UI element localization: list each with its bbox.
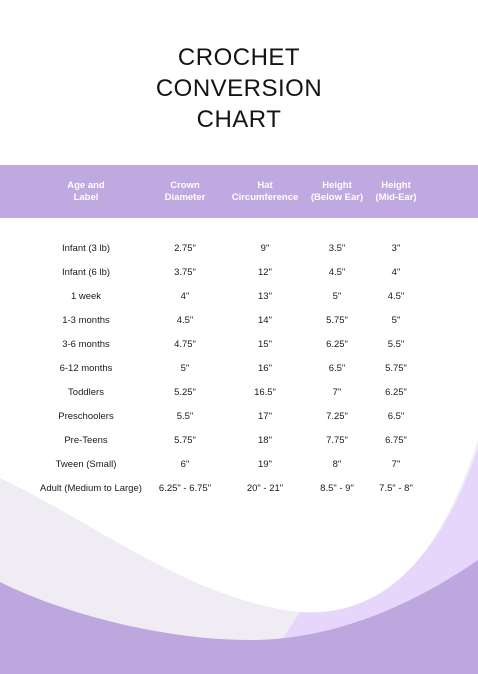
table-row: 3-6 months 4.75" 15" 6.25" 5.5"	[0, 333, 478, 357]
cell-crown-diameter: 5.75"	[174, 435, 196, 446]
cell-height-below-ear: 3.5"	[328, 243, 346, 254]
title-line: CONVERSION	[155, 75, 323, 102]
table-row: Infant (6 lb) 3.75" 12" 4.5" 4"	[0, 261, 478, 285]
cell-age-label: 6-12 months	[59, 363, 113, 374]
cell-height-mid-ear: 4.5"	[387, 291, 405, 302]
cell-hat-circumference: 9"	[260, 243, 270, 254]
cell-crown-diameter: 6.25" - 6.75"	[158, 483, 212, 494]
wave-purple	[0, 560, 478, 674]
cell-height-mid-ear: 5.5"	[387, 339, 405, 350]
cell-hat-circumference: 17"	[258, 411, 272, 422]
cell-crown-diameter: 5.5"	[176, 411, 194, 422]
cell-age-label: Infant (3 lb)	[61, 243, 111, 254]
page-title: CROCHET CONVERSION CHART	[0, 42, 478, 135]
cell-height-mid-ear: 6.75"	[385, 435, 407, 446]
cell-crown-diameter: 3.75"	[174, 267, 196, 278]
cell-crown-diameter: 4"	[180, 291, 190, 302]
header-crown-diameter: Crown Diameter	[164, 179, 206, 203]
header-height-below-ear: Height (Below Ear)	[310, 179, 364, 203]
cell-age-label: 1-3 months	[62, 315, 110, 326]
cell-age-label: Preschoolers	[58, 411, 114, 422]
cell-height-below-ear: 6.5"	[328, 363, 346, 374]
cell-crown-diameter: 4.75"	[174, 339, 196, 350]
table-header: Age and Label Crown Diameter Hat Circumf…	[0, 165, 478, 218]
title-line: CROCHET	[177, 44, 301, 71]
cell-hat-circumference: 12"	[258, 267, 272, 278]
cell-height-mid-ear: 7"	[391, 459, 401, 470]
cell-height-below-ear: 6.25"	[326, 339, 348, 350]
cell-height-mid-ear: 6.25"	[385, 387, 407, 398]
table-row: Adult (Medium to Large) 6.25" - 6.75" 20" …	[0, 477, 478, 501]
header-hat-circumference: Hat Circumference	[231, 179, 299, 203]
cell-hat-circumference: 16.5"	[254, 387, 276, 398]
cell-age-label: Infant (6 lb)	[61, 267, 111, 278]
cell-hat-circumference: 13"	[258, 291, 272, 302]
cell-height-mid-ear: 5.75"	[385, 363, 407, 374]
cell-hat-circumference: 14"	[258, 315, 272, 326]
cell-age-label: 1 week	[70, 291, 102, 302]
cell-crown-diameter: 4.5"	[176, 315, 194, 326]
cell-height-below-ear: 7"	[332, 387, 342, 398]
cell-height-below-ear: 5"	[332, 291, 342, 302]
table-row: Tween (Small) 6" 19" 8" 7"	[0, 453, 478, 477]
table-row: 1 week 4" 13" 5" 4.5"	[0, 285, 478, 309]
table-row: Preschoolers 5.5" 17" 7.25" 6.5"	[0, 405, 478, 429]
cell-height-mid-ear: 3"	[391, 243, 401, 254]
cell-hat-circumference: 20" - 21"	[246, 483, 284, 494]
cell-hat-circumference: 15"	[258, 339, 272, 350]
table-row: Pre-Teens 5.75" 18" 7.75" 6.75"	[0, 429, 478, 453]
cell-hat-circumference: 16"	[258, 363, 272, 374]
cell-height-below-ear: 5.75"	[326, 315, 348, 326]
cell-height-below-ear: 8.5" - 9"	[320, 483, 354, 494]
cell-height-below-ear: 4.5"	[328, 267, 346, 278]
header-height-mid-ear: Height (Mid-Ear)	[375, 179, 417, 203]
cell-height-below-ear: 7.25"	[326, 411, 348, 422]
cell-age-label: Adult (Medium to Large)	[40, 483, 142, 494]
cell-crown-diameter: 6"	[180, 459, 190, 470]
table-row: 6-12 months 5" 16" 6.5" 5.75"	[0, 357, 478, 381]
cell-height-mid-ear: 5"	[391, 315, 401, 326]
cell-age-label: Toddlers	[68, 387, 104, 398]
cell-age-label: Pre-Teens	[64, 435, 108, 446]
cell-age-label: 3-6 months	[62, 339, 110, 350]
cell-height-mid-ear: 7.5" - 8"	[379, 483, 413, 494]
cell-height-mid-ear: 4"	[391, 267, 401, 278]
title-line: CHART	[196, 106, 282, 133]
header-age-label: Age and Label	[67, 179, 105, 203]
cell-age-label: Tween (Small)	[55, 459, 117, 470]
table-row: Infant (3 lb) 2.75" 9" 3.5" 3"	[0, 237, 478, 261]
table-row: 1-3 months 4.5" 14" 5.75" 5"	[0, 309, 478, 333]
cell-height-mid-ear: 6.5"	[387, 411, 405, 422]
cell-height-below-ear: 8"	[332, 459, 342, 470]
cell-crown-diameter: 2.75"	[174, 243, 196, 254]
cell-hat-circumference: 19"	[258, 459, 272, 470]
table-body: Infant (3 lb) 2.75" 9" 3.5" 3" Infant (6 lb) 3…	[0, 237, 478, 501]
cell-crown-diameter: 5"	[180, 363, 190, 374]
cell-crown-diameter: 5.25"	[174, 387, 196, 398]
cell-height-below-ear: 7.75"	[326, 435, 348, 446]
cell-hat-circumference: 18"	[258, 435, 272, 446]
table-row: Toddlers 5.25" 16.5" 7" 6.25"	[0, 381, 478, 405]
